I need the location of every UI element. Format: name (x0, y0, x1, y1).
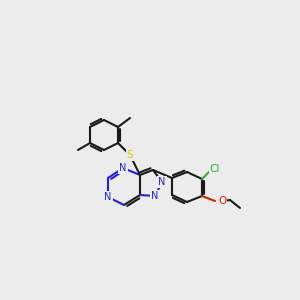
Text: N: N (104, 192, 112, 202)
Text: N: N (151, 191, 159, 201)
Text: S: S (127, 150, 133, 160)
Text: Cl: Cl (210, 164, 220, 174)
Text: N: N (119, 163, 127, 173)
Text: O: O (218, 196, 226, 206)
Text: N: N (158, 177, 166, 187)
